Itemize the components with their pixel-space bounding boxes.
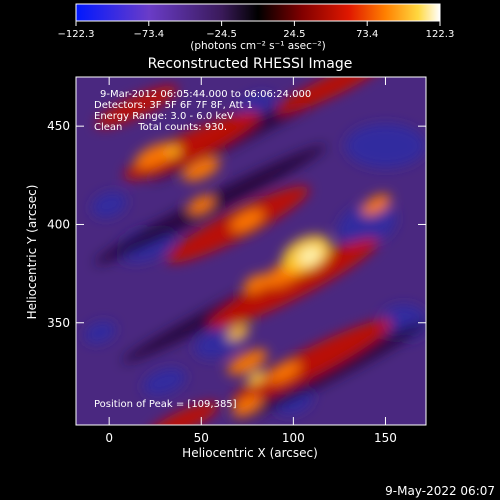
y-tick-label: 400 xyxy=(47,217,70,231)
info-line-energy: Energy Range: 3.0 - 6.0 keV xyxy=(94,111,234,122)
colorbar-tick-label: 73.4 xyxy=(356,29,378,40)
x-tick-label: 50 xyxy=(194,431,209,445)
heat-blob xyxy=(231,319,393,405)
colorbar-tick-label: −122.3 xyxy=(57,29,94,40)
x-tick-label: 100 xyxy=(282,431,305,445)
heat-blob xyxy=(345,123,426,168)
heat-blob xyxy=(208,238,379,329)
chart-title: Reconstructed RHESSI Image xyxy=(148,56,353,72)
heat-blob xyxy=(84,321,116,344)
heat-blob xyxy=(166,146,182,158)
peak-position-label: Position of Peak = [109,385] xyxy=(94,399,237,410)
info-line-time: 9-Mar-2012 06:05:44.000 to 06:06:24.000 xyxy=(100,89,311,100)
y-tick-label: 350 xyxy=(47,316,70,330)
colorbar: −122.3 −73.4 −24.5 24.5 73.4 122.3 (photons c… xyxy=(57,3,454,52)
heat-blob xyxy=(91,191,127,218)
heat-blob xyxy=(267,361,301,383)
heatmap-image xyxy=(84,77,426,425)
heat-blob xyxy=(298,246,322,265)
heat-blob xyxy=(146,401,220,425)
x-axis-label: Heliocentric X (arcsec) xyxy=(182,446,318,460)
axis-ticks: 0 50 100 150 350 400 450 xyxy=(47,77,426,445)
heat-blob xyxy=(95,85,178,128)
heat-blob xyxy=(361,194,391,216)
heat-blob xyxy=(243,273,270,293)
heat-blob xyxy=(275,77,385,114)
plot-frame xyxy=(75,76,427,426)
colorbar-tick-label: −73.4 xyxy=(133,29,164,40)
colorbar-tick-label: 24.5 xyxy=(283,29,305,40)
heat-blob xyxy=(230,209,264,232)
heat-blob xyxy=(188,195,215,215)
colorbar-tick-label: 122.3 xyxy=(426,29,455,40)
x-tick-label: 150 xyxy=(374,431,397,445)
heat-blob xyxy=(232,321,426,423)
y-tick-label: 450 xyxy=(47,119,70,133)
heat-blob xyxy=(134,142,176,169)
colorbar-ticks: −122.3 −73.4 −24.5 24.5 73.4 122.3 xyxy=(57,21,454,40)
info-line-detectors: Detectors: 3F 5F 6F 7F 8F, Att 1 xyxy=(94,100,253,111)
heat-blob xyxy=(232,395,263,416)
heat-blob xyxy=(227,349,268,375)
colorbar-tick-label: −24.5 xyxy=(206,29,237,40)
info-line-clean: Clean Total counts: 930. xyxy=(94,122,227,133)
heat-blob xyxy=(143,368,186,396)
footer-timestamp: 9-May-2022 06:07 xyxy=(385,484,495,498)
info-block: 9-Mar-2012 06:05:44.000 to 06:06:24.000 … xyxy=(94,89,311,410)
heat-blob xyxy=(247,370,266,385)
colorbar-unit-label: (photons cm⁻² s⁻¹ asec⁻²) xyxy=(190,40,325,52)
heat-blob xyxy=(182,157,220,182)
heat-blob xyxy=(338,203,397,246)
y-axis-label: Heliocentric Y (arcsec) xyxy=(25,185,39,320)
colorbar-gradient xyxy=(75,3,441,22)
x-tick-label: 0 xyxy=(105,431,113,445)
heat-blob xyxy=(226,324,250,341)
plot-area: 0 50 100 150 350 400 450 xyxy=(47,76,427,445)
